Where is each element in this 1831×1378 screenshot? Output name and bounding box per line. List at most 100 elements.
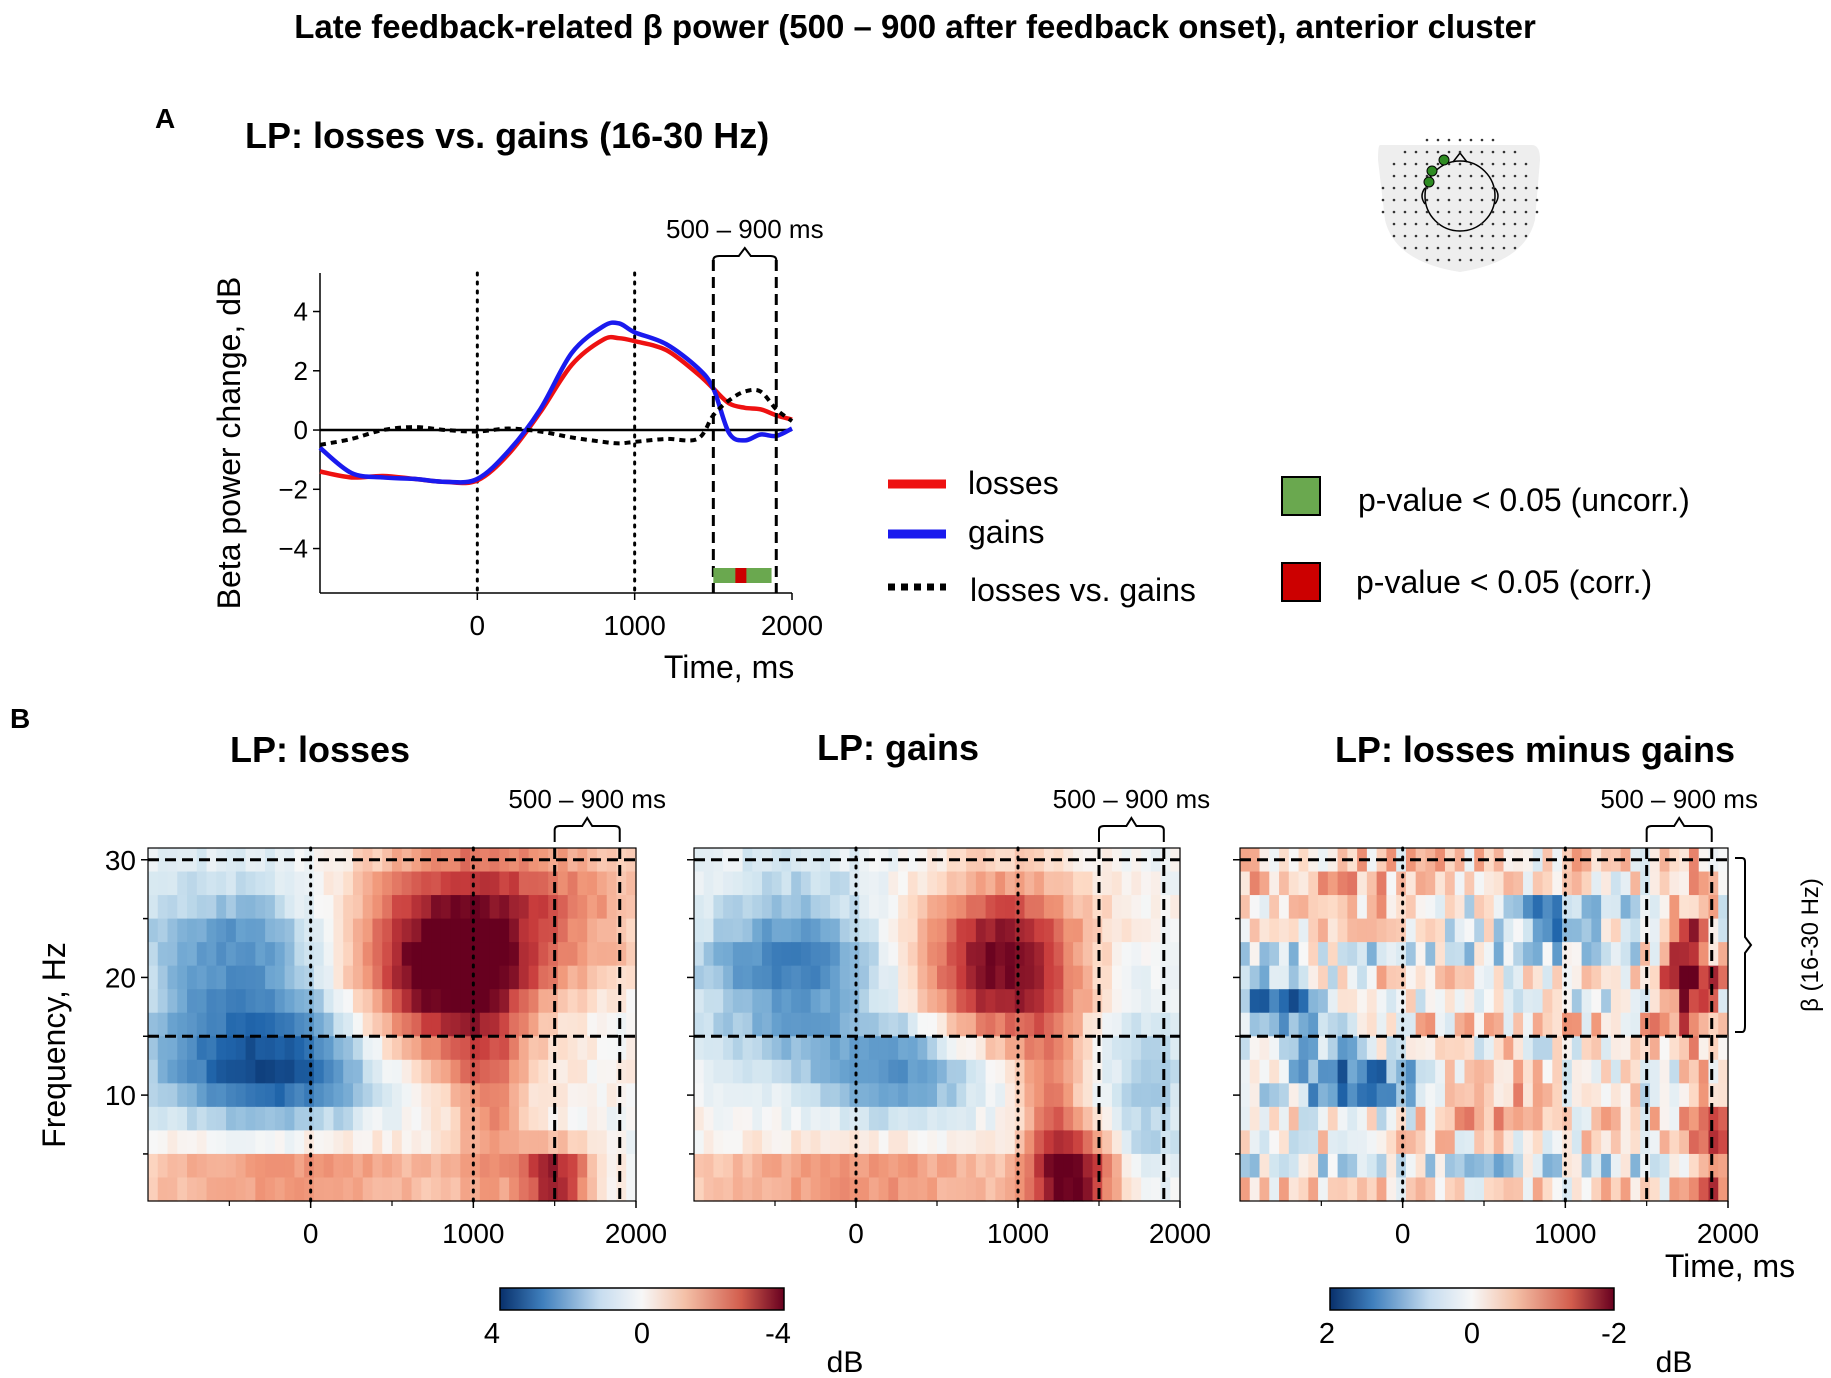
heatmap-cell [1376,989,1387,1014]
heatmap-cell [148,989,159,1014]
heatmap-cell [1298,965,1309,990]
heatmap-cell [1513,1177,1524,1202]
heatmap-cell [995,1059,1006,1084]
heatmap-cell [1269,1153,1280,1179]
heatmap-cell [742,942,753,967]
cluster-sensor [1426,165,1438,177]
heatmap-cell [820,1083,831,1108]
heatmap-cell [1484,1059,1495,1084]
heatmap-cell [167,1106,178,1131]
heatmap-cell [1376,1036,1387,1061]
series-losses-vs-gains [319,387,794,447]
heatmap-cell [323,1059,335,1084]
heatmap-cell [1415,871,1427,896]
heatmap-cell [1552,1059,1563,1084]
heatmap-cell [196,895,208,920]
heatmap-cell [313,1059,325,1084]
heatmap-cell [333,1177,344,1202]
heatmap-cell [1102,918,1113,943]
heatmap-cell [1405,1059,1417,1084]
heatmap-cell [1552,1130,1563,1155]
heatmap-cell [1708,942,1719,967]
heatmap-cell [1131,942,1142,967]
heatmap-cell [820,942,831,967]
heatmap-cell [450,1012,461,1037]
heatmap-cell [1542,1153,1553,1179]
heatmap-cell [878,989,889,1014]
sensor-dot [1414,174,1418,178]
heatmap-cell [587,1083,598,1108]
heatmap-cell [479,918,491,943]
heatmap-cell [1249,848,1261,873]
heatmap-cell [323,1106,335,1131]
heatmap-cell [694,1059,705,1084]
heatmap-cell [868,965,880,990]
heatmap-cell [148,1059,159,1084]
heatmap-cell [1542,1130,1553,1155]
heatmap-cell [703,1083,715,1108]
heatmap-cell [1474,965,1485,990]
heatmap-cell [1141,942,1152,967]
heatmap-cell [1259,1012,1270,1037]
heatmap-cell [1679,1153,1690,1179]
heatmap-cell [1131,1083,1142,1108]
heatmap-cell [1259,1083,1270,1108]
heatmap-cell [1649,1059,1661,1084]
heatmap-cell [362,942,374,967]
heatmap-cell [781,965,792,990]
heatmap-cell [1562,895,1573,920]
heatmap-cell [859,918,870,943]
heatmap-cell [362,965,374,990]
heatmap-cell [1474,1012,1485,1037]
heatmap-cell [1034,1153,1045,1179]
heatmap-cell [392,965,403,990]
heatmap-cell [1102,1177,1113,1202]
heatmap-cell [352,1083,364,1108]
heatmap-cell [265,989,276,1014]
heatmap-cell [1014,942,1026,967]
heatmap-cell [235,918,247,943]
heatmap-cell [333,1106,344,1131]
heatmap-cell [538,895,549,920]
heatmap-cell [167,1083,178,1108]
heatmap-cell [489,1036,500,1061]
heatmap-cell [878,1153,889,1179]
heatmap-cell [1513,989,1524,1014]
heatmap-cell [1571,848,1583,873]
heatmap-cell [1318,1153,1329,1179]
heatmap-cell [859,895,870,920]
heatmap-cell [985,942,996,967]
heatmap-cell [1493,1036,1505,1061]
heatmap-cell [1425,871,1436,896]
heatmap-cell [1288,1177,1300,1202]
heatmap-cell [1396,895,1407,920]
heatmap-cell [274,918,286,943]
heatmap-cell [1571,871,1583,896]
heatmap-cell [587,1177,598,1202]
heatmap-cell [1649,989,1661,1014]
heatmap-cell [1259,1106,1270,1131]
heatmap-cell [1269,1012,1280,1037]
heatmap-cell [1415,1106,1427,1131]
heatmap-cell [820,1036,831,1061]
heatmap-cell [956,942,967,967]
heatmap-cell [810,1106,821,1131]
heatmap-cell [732,1153,744,1179]
heatmap-cell [226,1153,237,1179]
heatmap-cell [1532,918,1544,943]
heatmap-cell [800,1059,812,1084]
heatmap-cell [1014,1106,1026,1131]
heatmap-cell [616,1177,627,1202]
heatmap-cell [694,895,705,920]
heatmap-cell [401,965,413,990]
heatmap-cell [1318,1130,1329,1155]
heatmap-cell [703,942,715,967]
heatmap-cell [1111,1059,1123,1084]
heatmap-cell [956,1153,967,1179]
heatmap-cell [1698,989,1710,1014]
heatmap-cell [1318,942,1329,967]
sensor-dot [1425,210,1429,214]
heatmap-cell [956,1059,967,1084]
heatmap-cell [1102,1130,1113,1155]
heatmap-cell [1523,942,1534,967]
